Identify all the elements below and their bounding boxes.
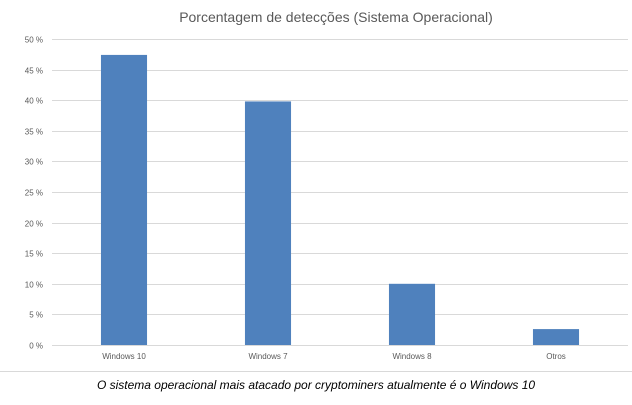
y-tick-label: 50 % bbox=[25, 36, 43, 45]
bars bbox=[100, 54, 580, 346]
y-tick-label: 25 % bbox=[25, 189, 43, 198]
x-axis-ticks: Windows 10 Windows 7 Windows 8 Otros bbox=[102, 352, 566, 361]
y-tick-label: 20 % bbox=[25, 220, 43, 229]
bar-windows-8 bbox=[388, 283, 436, 345]
x-tick-label: Windows 8 bbox=[392, 352, 432, 361]
y-tick-label: 35 % bbox=[25, 128, 43, 137]
y-axis-ticks: 0 % 5 % 10 % 15 % 20 % 25 % 30 % 35 % 40 % 45 % 50… bbox=[25, 36, 43, 351]
y-tick-label: 5 % bbox=[29, 311, 43, 320]
x-tick-label: Otros bbox=[546, 352, 566, 361]
bar-windows-7 bbox=[244, 101, 292, 345]
bar-otros bbox=[532, 329, 580, 345]
y-tick-label: 40 % bbox=[25, 97, 43, 106]
chart-container: Porcentagem de detecções (Sistema Operac… bbox=[0, 9, 632, 372]
grid-lines bbox=[52, 39, 628, 346]
y-tick-label: 10 % bbox=[25, 281, 43, 290]
y-tick-label: 0 % bbox=[29, 342, 43, 351]
chart-title: Porcentagem de detecções (Sistema Operac… bbox=[179, 9, 493, 25]
x-tick-label: Windows 10 bbox=[102, 352, 146, 361]
y-tick-label: 45 % bbox=[25, 67, 43, 76]
y-tick-label: 30 % bbox=[25, 158, 43, 167]
bar-chart: Porcentagem de detecções (Sistema Operac… bbox=[25, 9, 628, 361]
x-tick-label: Windows 7 bbox=[248, 352, 288, 361]
figure-caption: O sistema operacional mais atacado por c… bbox=[96, 378, 536, 392]
y-tick-label: 15 % bbox=[25, 250, 43, 259]
bar-windows-10 bbox=[100, 54, 148, 346]
